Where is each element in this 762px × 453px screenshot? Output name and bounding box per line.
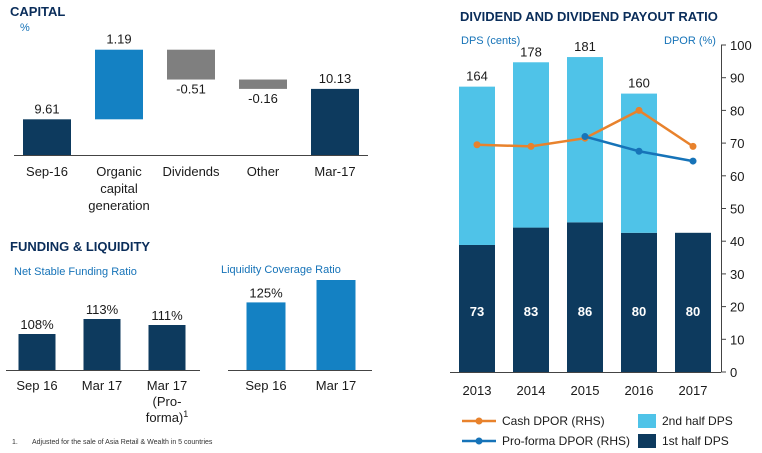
dps-1st-half-label: 86 — [578, 304, 592, 319]
cash-dpor-point — [473, 141, 481, 149]
lcr-bar-chart: 125%Sep 16135%Mar 17 — [228, 280, 372, 393]
nsfr-bar — [83, 319, 121, 370]
nsfr-value-label: 108% — [20, 317, 54, 332]
capital-category-label: Dividends — [162, 164, 220, 179]
dpor-axis-label: DPOR (%) — [664, 35, 716, 47]
legend-box-swatch — [638, 434, 656, 448]
capital-category-label: Mar-17 — [314, 164, 355, 179]
dps-1st-half-label: 73 — [470, 304, 484, 319]
dps-1st-half-label: 80 — [632, 304, 646, 319]
legend-box-swatch — [638, 414, 656, 428]
year-tick-label: 2013 — [463, 383, 492, 398]
dpor-tick-label: 100 — [730, 38, 752, 53]
dps-bar-1st-half — [459, 244, 495, 372]
nsfr-category-label: Mar 17 — [147, 378, 187, 393]
lcr-category-label: Sep 16 — [245, 378, 286, 393]
legend-label: Pro-forma DPOR (RHS) — [502, 434, 630, 448]
dividend-chart: 73 164 2013 83 178 2014 86 181 2015 80 160 2016 80 20… — [450, 38, 752, 448]
capital-value-label: 1.19 — [106, 32, 131, 47]
lcr-bar — [316, 280, 356, 370]
footnote-number: 1. — [12, 439, 18, 446]
capital-bar — [95, 49, 143, 120]
year-tick-label: 2017 — [679, 383, 708, 398]
capital-title: CAPITAL — [10, 4, 66, 19]
dpor-tick-label: 10 — [730, 332, 744, 347]
footnote-text: Adjusted for the sale of Asia Retail & W… — [32, 439, 213, 446]
dpor-tick-label: 50 — [730, 202, 744, 217]
cash-dpor-point — [635, 106, 643, 114]
dividend-title: DIVIDEND AND DIVIDEND PAYOUT RATIO — [460, 9, 718, 24]
dps-bar-2nd-half — [621, 93, 657, 233]
proforma-dpor-point — [689, 157, 697, 165]
capital-category-label: capital — [100, 181, 138, 196]
dpor-tick-label: 60 — [730, 169, 744, 184]
dpor-tick-label: 80 — [730, 103, 744, 118]
nsfr-title: Net Stable Funding Ratio — [14, 266, 137, 278]
proforma-dpor-point — [635, 147, 643, 155]
dps-total-label: 160 — [628, 76, 650, 91]
capital-waterfall-chart: 9.61 Sep-16 1.19 Organic capital generation -0… — [14, 32, 368, 213]
cash-dpor-point — [689, 142, 697, 150]
dps-total-label: 164 — [466, 69, 488, 84]
nsfr-bar — [18, 334, 56, 370]
capital-bar — [311, 88, 359, 155]
capital-value-label: -0.16 — [248, 91, 278, 106]
dpor-tick-label: 40 — [730, 234, 744, 249]
dpor-tick-label: 30 — [730, 267, 744, 282]
dpor-tick-label: 20 — [730, 300, 744, 315]
nsfr-value-label: 113% — [86, 302, 119, 317]
dps-total-label: 181 — [574, 39, 596, 54]
dps-bar-2nd-half — [459, 86, 495, 245]
year-tick-label: 2016 — [625, 383, 654, 398]
dps-bar-1st-half — [675, 232, 711, 372]
dpor-tick-label: 0 — [730, 365, 737, 380]
capital-category-label: Sep-16 — [26, 164, 68, 179]
nsfr-value-label: 111% — [151, 308, 183, 323]
dps-axis-label: DPS (cents) — [461, 35, 521, 47]
nsfr-bar — [148, 325, 186, 370]
dpor-tick-label: 70 — [730, 136, 744, 151]
dps-total-label: 178 — [520, 44, 542, 59]
dps-bar-1st-half — [567, 222, 603, 372]
capital-bar — [23, 119, 71, 155]
year-tick-label: 2015 — [571, 383, 600, 398]
nsfr-category-label: Mar 17 — [82, 378, 122, 393]
legend-label: 2nd half DPS — [662, 414, 733, 428]
capital-category-label: generation — [88, 198, 149, 213]
cash-dpor-point — [527, 142, 535, 150]
legend-label: Cash DPOR (RHS) — [502, 414, 605, 428]
capital-category-label: Organic — [96, 164, 142, 179]
lcr-title: Liquidity Coverage Ratio — [221, 264, 341, 276]
capital-value-label: 9.61 — [34, 101, 59, 116]
proforma-dpor-point — [581, 133, 589, 141]
lcr-value-label: 125% — [249, 285, 283, 300]
nsfr-category-label: forma)1 — [146, 409, 189, 425]
legend-label: 1st half DPS — [662, 434, 729, 448]
capital-unit: % — [20, 22, 30, 34]
capital-bar — [167, 49, 215, 80]
year-tick-label: 2014 — [517, 383, 546, 398]
lcr-category-label: Mar 17 — [316, 378, 356, 393]
dps-1st-half-label: 80 — [686, 304, 700, 319]
legend-line-marker — [475, 437, 483, 445]
dps-1st-half-label: 83 — [524, 304, 538, 319]
lcr-bar — [246, 302, 286, 370]
capital-value-label: -0.51 — [176, 82, 206, 97]
dps-bar-1st-half — [513, 227, 549, 372]
legend-line-marker — [475, 417, 483, 425]
capital-category-label: Other — [247, 164, 280, 179]
dps-bar-1st-half — [621, 232, 657, 372]
funding-title: FUNDING & LIQUIDITY — [10, 239, 151, 254]
dpor-tick-label: 90 — [730, 71, 744, 86]
nsfr-category-label: (Pro- — [153, 394, 182, 409]
capital-bar — [239, 79, 287, 89]
nsfr-category-label: Sep 16 — [16, 378, 57, 393]
capital-value-label: 10.13 — [319, 71, 352, 86]
